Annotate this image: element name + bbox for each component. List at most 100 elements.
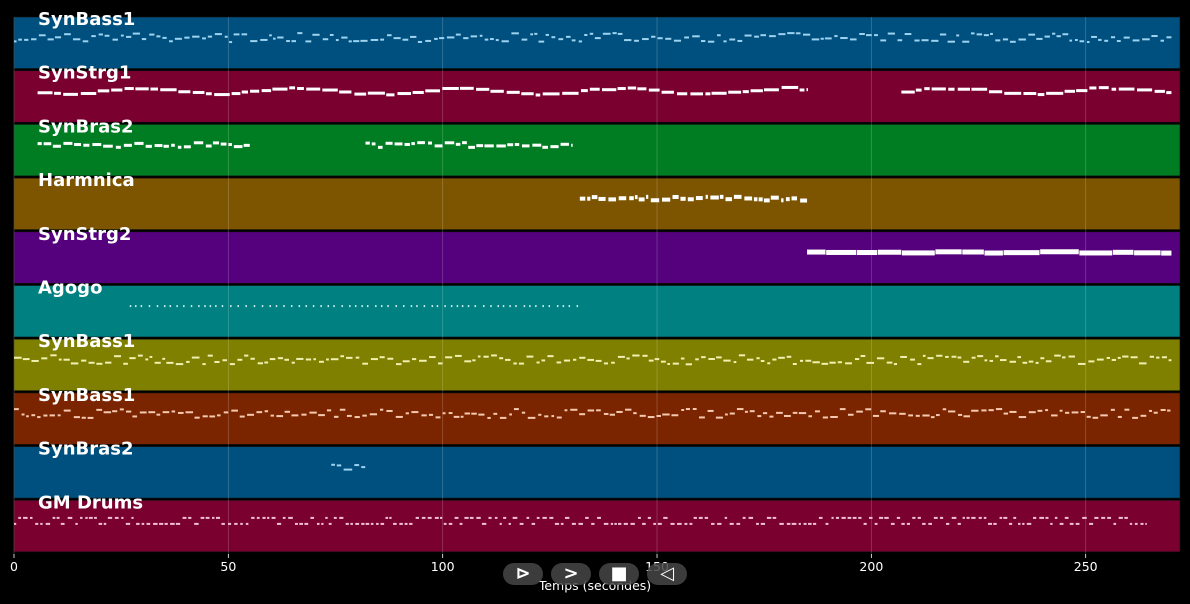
note	[1054, 516, 1058, 519]
note	[742, 516, 746, 519]
prev-button[interactable]: ◁	[647, 563, 687, 585]
note	[395, 415, 403, 418]
note	[1080, 411, 1085, 414]
note	[518, 362, 525, 365]
note	[200, 516, 205, 519]
note	[990, 32, 993, 35]
note	[229, 363, 235, 366]
note	[1154, 89, 1165, 93]
note	[150, 87, 158, 91]
note	[514, 143, 520, 147]
note	[733, 194, 742, 199]
note	[478, 413, 485, 416]
note	[202, 415, 208, 418]
note	[402, 38, 409, 41]
note	[914, 39, 920, 42]
note	[799, 88, 805, 92]
note	[1054, 354, 1061, 357]
note	[318, 414, 325, 417]
note	[177, 145, 182, 149]
note	[269, 305, 271, 308]
note	[840, 37, 848, 40]
next-button[interactable]: >	[551, 563, 591, 585]
track-band	[13, 124, 1181, 177]
note	[399, 522, 403, 525]
note	[948, 410, 956, 413]
note	[47, 38, 54, 41]
note	[889, 412, 897, 415]
note	[397, 92, 412, 96]
note	[556, 416, 562, 419]
note	[346, 414, 352, 417]
note	[365, 141, 370, 145]
note	[297, 32, 303, 35]
note	[416, 305, 418, 308]
note	[899, 412, 906, 415]
note	[865, 408, 872, 411]
note	[204, 305, 206, 308]
note	[983, 34, 989, 37]
note	[140, 305, 143, 308]
note	[812, 361, 820, 364]
note	[632, 354, 640, 357]
note	[999, 516, 1003, 519]
note	[584, 33, 588, 36]
note	[719, 194, 724, 199]
note	[496, 144, 506, 148]
note	[209, 305, 212, 308]
note	[933, 516, 938, 519]
stop-button[interactable]: ■	[599, 563, 639, 585]
note	[648, 88, 660, 92]
note	[14, 356, 22, 359]
note	[469, 516, 474, 519]
note	[1116, 40, 1121, 43]
note	[648, 359, 654, 362]
note	[394, 142, 403, 146]
note	[467, 305, 470, 308]
note	[787, 32, 795, 35]
note	[1028, 360, 1034, 363]
note	[595, 359, 602, 362]
note	[854, 358, 860, 361]
note	[957, 356, 962, 359]
note	[444, 141, 455, 145]
note	[63, 358, 70, 361]
note	[107, 516, 113, 519]
note	[253, 305, 256, 308]
note	[205, 92, 212, 96]
note	[717, 34, 721, 37]
note	[1166, 36, 1172, 39]
note	[917, 363, 922, 366]
note	[240, 522, 243, 525]
note	[1129, 522, 1133, 525]
note	[601, 88, 617, 92]
note	[618, 196, 627, 201]
note	[114, 516, 119, 519]
note	[811, 38, 820, 41]
note	[367, 91, 385, 95]
note	[705, 194, 708, 199]
note	[744, 410, 748, 413]
note	[511, 32, 519, 35]
note	[915, 88, 922, 92]
note	[1111, 87, 1117, 91]
play-back-button[interactable]: ⊳	[503, 563, 543, 585]
note	[56, 516, 60, 519]
note	[198, 305, 200, 308]
note	[135, 87, 149, 91]
note	[325, 516, 328, 519]
note	[1037, 93, 1045, 97]
note	[82, 40, 89, 43]
note	[1094, 516, 1099, 519]
note	[515, 305, 517, 308]
note	[813, 522, 817, 525]
note	[808, 415, 812, 418]
note	[111, 88, 123, 92]
note	[769, 35, 776, 38]
note	[476, 144, 484, 148]
note	[159, 522, 164, 525]
note	[215, 516, 220, 519]
note	[1032, 516, 1037, 519]
note	[412, 358, 417, 361]
note	[148, 305, 151, 308]
